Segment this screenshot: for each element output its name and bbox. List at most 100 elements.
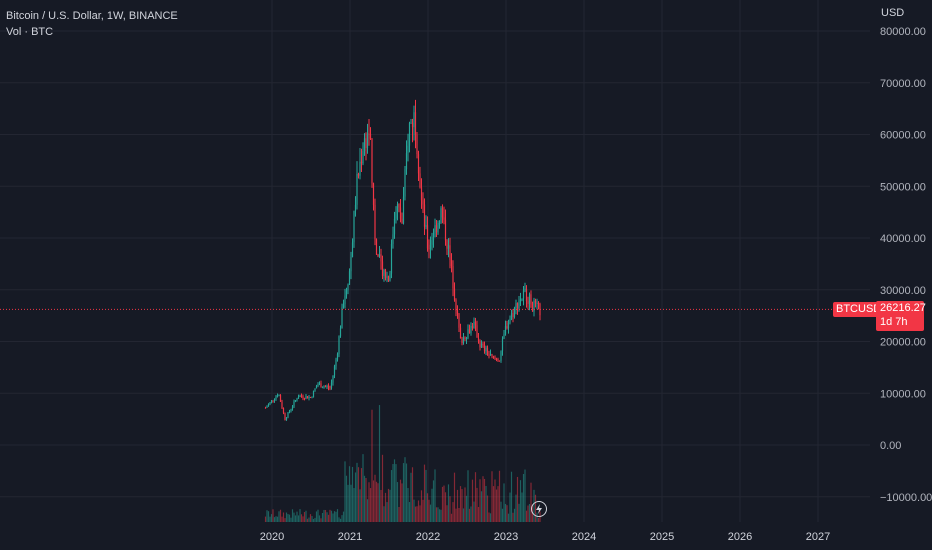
volume-bar bbox=[335, 511, 337, 522]
candle-body bbox=[362, 150, 364, 164]
volume-bar bbox=[371, 409, 373, 522]
volume-bar bbox=[387, 488, 390, 522]
candle-body bbox=[470, 326, 472, 334]
volume-bar bbox=[425, 469, 427, 522]
volume-bar bbox=[290, 517, 292, 522]
candle-body bbox=[288, 411, 291, 413]
volume-bar bbox=[369, 488, 372, 522]
legend-title: Bitcoin / U.S. Dollar, 1W, BINANCE bbox=[6, 10, 178, 22]
candle-body bbox=[326, 386, 328, 388]
candle-body bbox=[533, 300, 535, 312]
x-tick-label: 2020 bbox=[260, 531, 284, 543]
candle-body bbox=[329, 387, 331, 389]
volume-bar bbox=[536, 512, 538, 522]
currency-label[interactable]: USD bbox=[881, 7, 905, 19]
candle-body bbox=[368, 133, 370, 135]
volume-bar bbox=[384, 492, 387, 522]
volume-bar bbox=[519, 480, 522, 522]
x-tick-label: 2026 bbox=[728, 531, 752, 543]
candle-body bbox=[441, 208, 444, 218]
y-axis[interactable]: 80000.00 70000.00 60000.00 50000.00 40000.00… bbox=[880, 26, 932, 504]
volume-bar bbox=[422, 499, 424, 522]
volume-bar bbox=[426, 493, 429, 522]
volume-bar bbox=[309, 514, 312, 522]
volume-bar bbox=[330, 510, 333, 522]
volume-bar bbox=[495, 489, 498, 522]
candle-body bbox=[269, 402, 271, 405]
volume-bar bbox=[365, 477, 367, 522]
volume-bar bbox=[528, 504, 531, 522]
volume-bar bbox=[431, 488, 433, 522]
volume-bar bbox=[506, 505, 508, 522]
candle-body bbox=[494, 357, 496, 359]
volume-bar bbox=[276, 516, 279, 522]
flash-icon[interactable] bbox=[531, 501, 547, 517]
candle-body bbox=[333, 366, 336, 376]
volume-bar bbox=[486, 495, 489, 522]
volume-bar bbox=[512, 512, 514, 522]
volume-bar bbox=[458, 507, 460, 522]
candle-body bbox=[440, 208, 442, 224]
candle-body bbox=[312, 390, 315, 398]
candle-body bbox=[309, 396, 312, 398]
candle-body bbox=[335, 359, 337, 367]
candle-body bbox=[348, 271, 351, 285]
volume-bar bbox=[401, 483, 403, 522]
candle-body bbox=[357, 173, 360, 176]
y-tick-label: 60000.00 bbox=[880, 130, 926, 142]
volume-bar bbox=[284, 518, 286, 522]
candle-body bbox=[366, 133, 369, 149]
candle-body bbox=[501, 338, 504, 352]
volume-bar bbox=[449, 496, 451, 522]
volume-bar bbox=[483, 478, 486, 522]
volume-bar bbox=[375, 481, 378, 522]
candle-body bbox=[459, 327, 462, 339]
candle-body bbox=[417, 154, 420, 174]
candle-body bbox=[453, 288, 456, 300]
candle-body bbox=[512, 313, 514, 317]
candle-body bbox=[524, 288, 526, 291]
candles[interactable] bbox=[264, 99, 541, 421]
x-axis[interactable]: 2020 2021 2022 2023 2024 2025 2026 2027 bbox=[260, 531, 830, 543]
volume-bar bbox=[429, 504, 432, 522]
volume-bar bbox=[456, 489, 459, 522]
candle-body bbox=[519, 299, 522, 302]
volume-bar bbox=[440, 509, 442, 522]
candle-body bbox=[347, 284, 349, 291]
volume-bar bbox=[437, 507, 439, 522]
candle-body bbox=[365, 138, 367, 149]
volume-bar bbox=[390, 470, 393, 522]
volume-bar bbox=[420, 490, 423, 522]
volume-bar bbox=[474, 472, 477, 522]
candle-body bbox=[516, 303, 519, 309]
volume-bar bbox=[270, 514, 273, 522]
volume-bar bbox=[521, 492, 523, 522]
candle-body bbox=[474, 321, 477, 326]
volume-bar bbox=[432, 480, 435, 522]
volume-bar bbox=[494, 479, 496, 522]
volume-bar bbox=[351, 466, 354, 522]
volume-bar bbox=[339, 518, 342, 522]
volume-bar bbox=[405, 463, 408, 522]
volume-bar bbox=[314, 517, 316, 522]
volume-bars bbox=[264, 405, 541, 522]
candle-body bbox=[369, 133, 372, 139]
volume-bar bbox=[308, 517, 310, 522]
candle-body bbox=[483, 345, 486, 352]
candle-body bbox=[527, 300, 529, 304]
candle-body bbox=[338, 336, 340, 355]
volume-bar bbox=[507, 513, 510, 522]
volume-bar bbox=[438, 509, 441, 522]
x-tick-label: 2025 bbox=[650, 531, 674, 543]
candle-body bbox=[434, 225, 436, 237]
volume-bar bbox=[305, 510, 307, 522]
candle-body bbox=[465, 338, 468, 340]
volume-bar bbox=[419, 505, 421, 522]
candle-body bbox=[492, 356, 495, 358]
volume-bar bbox=[377, 483, 379, 522]
candle-body bbox=[264, 407, 267, 409]
volume-bar bbox=[537, 517, 540, 522]
candle-body bbox=[423, 204, 426, 227]
volume-bar bbox=[368, 482, 370, 522]
